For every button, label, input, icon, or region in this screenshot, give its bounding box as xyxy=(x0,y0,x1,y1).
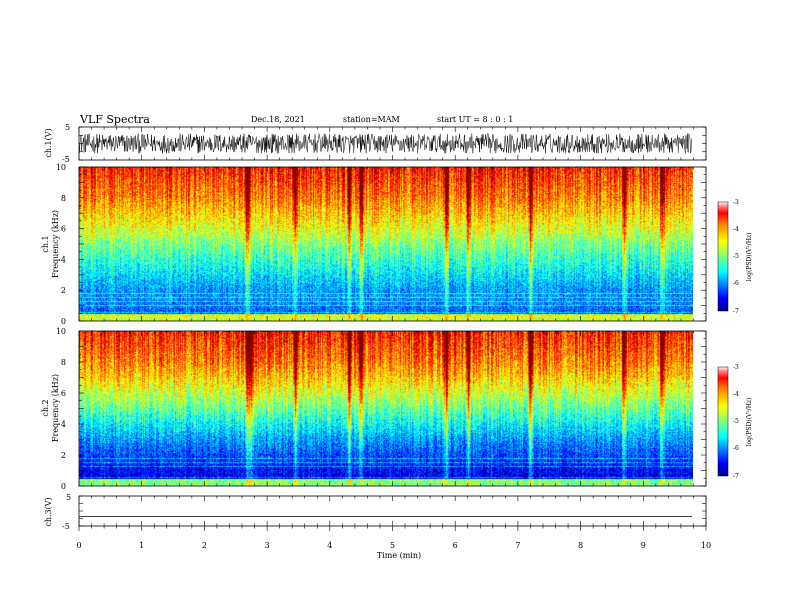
ch2-ytick-label: 6 xyxy=(61,389,66,398)
ch2-cb-tick-2: -5 xyxy=(733,418,739,425)
ch1-spectrogram-ylabel-channel: ch.1 xyxy=(41,235,50,252)
ch1-spectrogram-ylabel-freq: Frequency (kHz) xyxy=(51,210,60,278)
ch1-cb-tick-0: -3 xyxy=(733,199,739,206)
ch2-colorbar-gradient xyxy=(717,366,729,477)
x-tick-label: 10 xyxy=(701,541,711,550)
ch1-ytick-bottom: -5 xyxy=(62,155,70,164)
x-tick-label: 6 xyxy=(453,541,458,550)
ch1-ytick-label: 6 xyxy=(61,225,66,234)
date-label: Dec.18, 2021 xyxy=(251,115,305,124)
ch1-ytick-label: 4 xyxy=(61,255,66,264)
ch2-cb-tick-0: -3 xyxy=(733,364,739,371)
ch1-cb-tick-4: -7 xyxy=(733,308,739,315)
x-tick-label: 1 xyxy=(139,541,144,550)
start-time-label: start UT = 8 : 0 : 1 xyxy=(437,115,513,124)
ch1-waveform-ylabel: ch.1(V) xyxy=(44,128,53,157)
ch2-colorbar: -3 -4 -5 -6 -7 log(PSD)(V²/Hz) xyxy=(717,364,753,480)
x-tick-label: 9 xyxy=(641,541,646,550)
ch1-ytick-label: 8 xyxy=(61,194,66,203)
x-tick-label: 7 xyxy=(515,541,520,550)
ch2-ytick-label: 4 xyxy=(61,420,66,429)
ch2-ytick-label: 2 xyxy=(61,451,66,460)
ch3-waveform-ylabel: ch.3(V) xyxy=(44,497,53,526)
ch2-cb-tick-3: -6 xyxy=(733,445,739,452)
ch1-waveform-path xyxy=(78,132,692,154)
ch2-spectrogram-panel xyxy=(78,330,707,487)
x-tick-label: 2 xyxy=(202,541,207,550)
ch1-colorbar-gradient xyxy=(717,201,729,312)
ch1-cb-tick-1: -4 xyxy=(733,226,739,233)
ch3-ytick-bottom: -5 xyxy=(62,522,70,531)
ch3-ytick-top: 5 xyxy=(66,493,71,502)
figure-title: VLF Spectra xyxy=(79,113,150,126)
ch2-cb-tick-4: -7 xyxy=(733,473,739,480)
ch1-ytick-top: 5 xyxy=(65,123,70,132)
ch1-colorbar-label: log(PSD)(V²/Hz) xyxy=(746,233,753,282)
ch1-cb-tick-2: -5 xyxy=(733,253,739,260)
ch2-ytick-label: 10 xyxy=(56,327,66,336)
ch2-ytick-label: 8 xyxy=(61,358,66,367)
ch2-cb-tick-1: -4 xyxy=(733,391,739,398)
ch2-ytick-label: 0 xyxy=(61,482,66,491)
ch2-colorbar-label: log(PSD)(V²/Hz) xyxy=(746,398,753,447)
station-label: station=MAM xyxy=(343,115,400,124)
x-axis-title: Time (min) xyxy=(377,551,421,560)
x-tick-label: 3 xyxy=(265,541,270,550)
ch1-ytick-label: 10 xyxy=(56,163,66,172)
ch2-spectrogram-ylabel-freq: Frequency (kHz) xyxy=(51,374,60,442)
ch1-spectrogram-panel xyxy=(78,166,707,322)
x-tick-label: 0 xyxy=(76,541,81,550)
x-tick-label: 4 xyxy=(327,541,332,550)
ch1-waveform-trace xyxy=(78,132,692,154)
x-tick-label: 5 xyxy=(390,541,395,550)
ch1-cb-tick-3: -6 xyxy=(733,280,739,287)
ch1-ytick-label: 2 xyxy=(61,286,66,295)
ch1-colorbar: -3 -4 -5 -6 -7 log(PSD)(V²/Hz) xyxy=(717,199,753,315)
x-tick-label: 8 xyxy=(578,541,583,550)
ch2-spectrogram-ylabel-channel: ch.2 xyxy=(41,399,50,416)
ch1-ytick-label: 0 xyxy=(61,317,66,326)
